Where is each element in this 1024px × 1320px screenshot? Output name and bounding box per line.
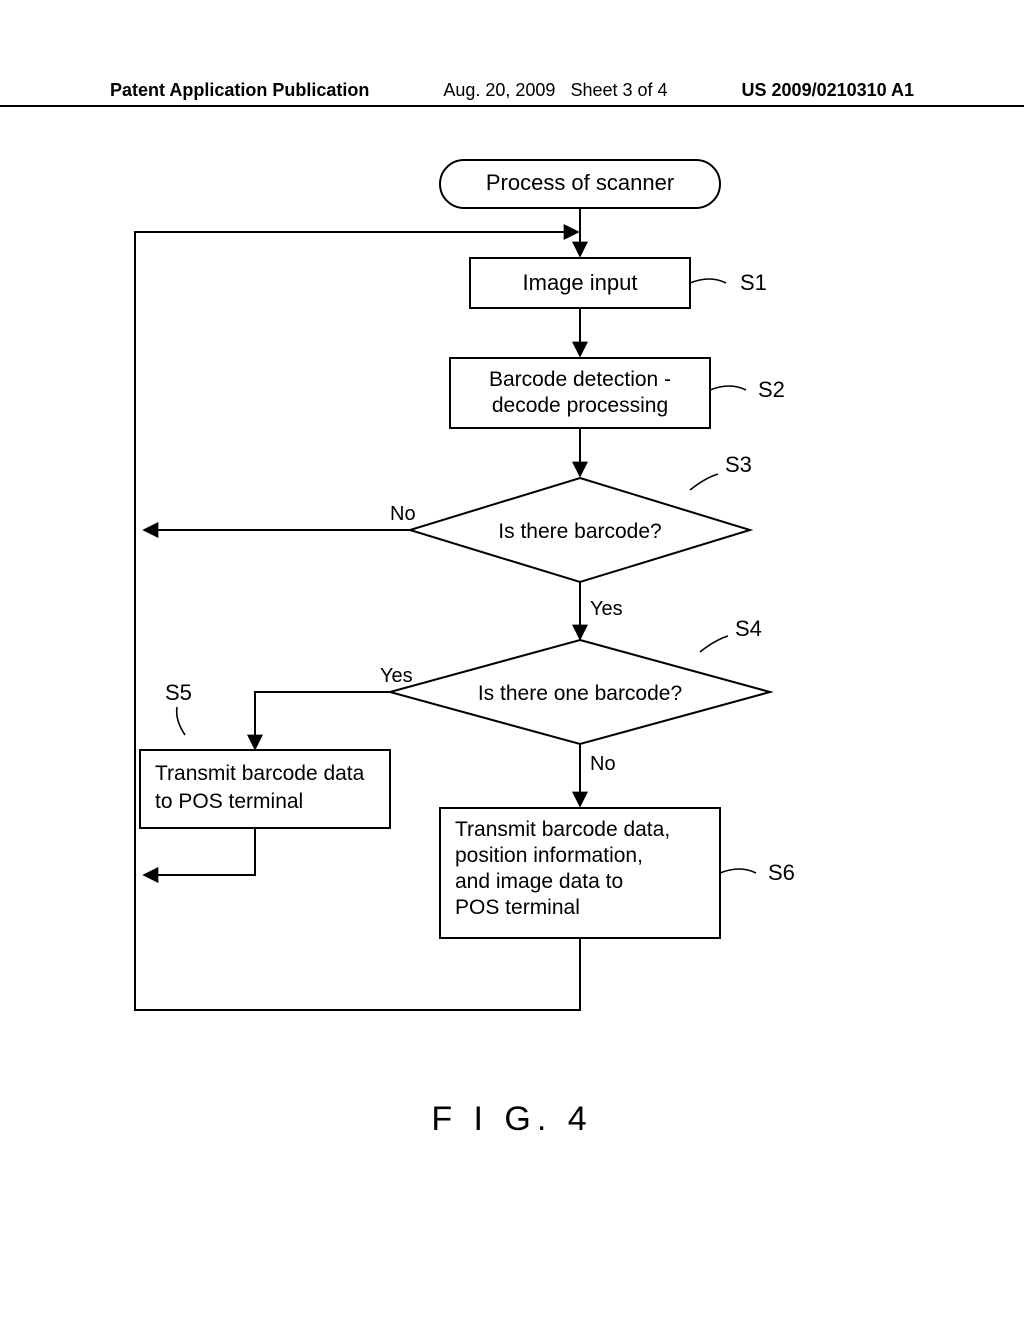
header-sheet: Sheet 3 of 4 xyxy=(570,80,667,100)
header-date-sheet: Aug. 20, 2009 Sheet 3 of 4 xyxy=(443,80,667,101)
header-date: Aug. 20, 2009 xyxy=(443,80,555,100)
edge-s4-s5 xyxy=(255,692,390,748)
s2-text2: decode processing xyxy=(492,394,668,417)
s2-leader xyxy=(710,386,746,390)
s2-text1: Barcode detection - xyxy=(489,368,671,391)
edge-s5-loop xyxy=(145,828,255,875)
s5-node: Transmit barcode data to POS terminal S5 xyxy=(140,680,390,828)
page-header: Patent Application Publication Aug. 20, … xyxy=(0,80,1024,107)
s3-text: Is there barcode? xyxy=(498,520,661,543)
s3-yes-label: Yes xyxy=(590,598,623,620)
s2-label: S2 xyxy=(758,377,785,402)
s5-text1: Transmit barcode data xyxy=(155,762,365,785)
header-publication-type: Patent Application Publication xyxy=(110,80,369,101)
s3-label: S3 xyxy=(725,452,752,477)
s1-text: Image input xyxy=(523,270,638,295)
s1-node: Image input S1 xyxy=(470,258,767,308)
s3-leader xyxy=(690,474,718,490)
s6-text3: and image data to xyxy=(455,870,623,893)
s6-leader xyxy=(720,869,756,873)
s2-node: Barcode detection - decode processing S2 xyxy=(450,358,785,428)
edge-loop-back xyxy=(135,232,580,1010)
header-pubno: US 2009/0210310 A1 xyxy=(742,80,914,101)
s5-leader xyxy=(177,707,185,735)
s1-leader xyxy=(690,279,726,283)
page: Patent Application Publication Aug. 20, … xyxy=(0,0,1024,1320)
s4-leader xyxy=(700,636,728,652)
s6-label: S6 xyxy=(768,860,795,885)
header-row: Patent Application Publication Aug. 20, … xyxy=(0,80,1024,101)
s3-no-label: No xyxy=(390,503,416,525)
figure-label: F I G. 4 xyxy=(0,1100,1024,1139)
s4-no-label: No xyxy=(590,753,616,775)
s5-text2: to POS terminal xyxy=(155,790,303,813)
s6-text4: POS terminal xyxy=(455,896,580,919)
flowchart: Process of scanner Image input S1 Barcod… xyxy=(0,140,1024,1090)
s1-label: S1 xyxy=(740,270,767,295)
start-text: Process of scanner xyxy=(486,170,674,195)
s6-text1: Transmit barcode data, xyxy=(455,818,670,841)
s4-yes-label: Yes xyxy=(380,665,413,687)
s4-label: S4 xyxy=(735,616,762,641)
start-node: Process of scanner xyxy=(440,160,720,208)
s6-text2: position information, xyxy=(455,844,643,867)
s4-text: Is there one barcode? xyxy=(478,682,682,705)
s5-label: S5 xyxy=(165,680,192,705)
s6-node: Transmit barcode data, position informat… xyxy=(440,808,795,938)
